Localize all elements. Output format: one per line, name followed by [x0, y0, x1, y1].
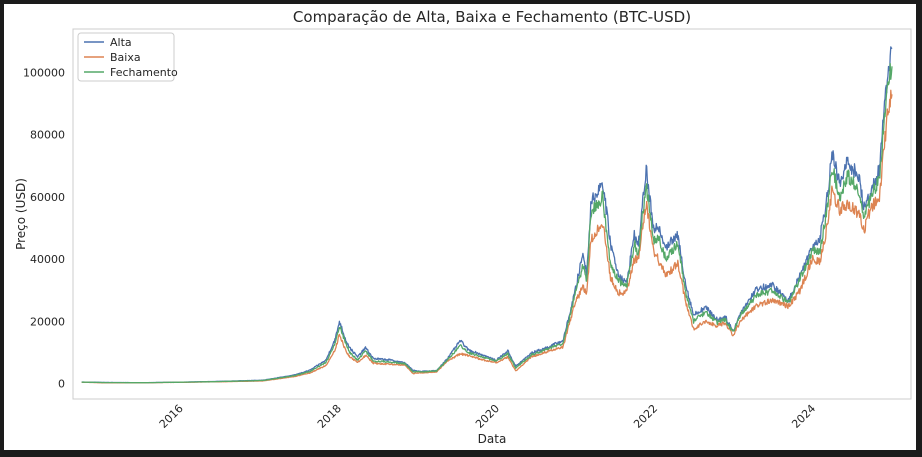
legend: Alta Baixa Fechamento	[77, 32, 178, 82]
legend-box	[77, 32, 175, 82]
chart-figure: Comparação de Alta, Baixa e Fechamento (…	[4, 4, 916, 450]
y-axis-label: Preço (USD)	[14, 178, 28, 250]
y-tick-label: 20000	[30, 315, 65, 328]
x-axis-label: Data	[478, 432, 507, 446]
x-tick-label: 2016	[157, 402, 186, 431]
legend-label: Alta	[110, 36, 132, 49]
legend-label: Baixa	[110, 51, 141, 64]
x-tick-label: 2020	[473, 402, 502, 431]
y-axis-ticks: 0 20000 40000 60000 80000 100000	[23, 67, 65, 391]
y-tick-label: 80000	[30, 129, 65, 142]
x-axis-ticks: 2016 2018 2020 2022 2024	[157, 402, 818, 431]
series-lines	[81, 46, 893, 384]
x-tick-label: 2024	[789, 402, 818, 431]
legend-label: Fechamento	[110, 66, 178, 79]
series-line-fechamento	[81, 63, 893, 384]
x-tick-label: 2018	[315, 402, 344, 431]
y-tick-label: 0	[58, 377, 65, 390]
y-tick-label: 60000	[30, 191, 65, 204]
chart-svg: Comparação de Alta, Baixa e Fechamento (…	[14, 8, 912, 446]
y-tick-label: 100000	[23, 67, 65, 80]
plot-area	[72, 28, 912, 400]
chart-title: Comparação de Alta, Baixa e Fechamento (…	[293, 8, 691, 26]
x-tick-label: 2022	[631, 402, 660, 431]
y-tick-label: 40000	[30, 253, 65, 266]
